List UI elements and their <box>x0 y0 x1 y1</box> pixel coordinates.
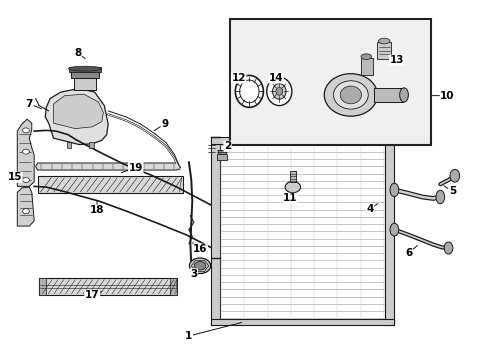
Bar <box>360 58 372 76</box>
Ellipse shape <box>333 81 367 109</box>
Text: 6: 6 <box>405 248 412 258</box>
Bar <box>217 154 226 160</box>
Bar <box>210 319 393 325</box>
Circle shape <box>22 128 29 133</box>
Circle shape <box>194 261 205 270</box>
Bar <box>71 71 99 78</box>
Bar <box>38 176 182 193</box>
Ellipse shape <box>266 77 291 105</box>
Ellipse shape <box>378 38 389 44</box>
Ellipse shape <box>399 88 407 102</box>
Ellipse shape <box>389 223 398 236</box>
Bar <box>229 19 430 145</box>
Text: 4: 4 <box>366 204 373 214</box>
Ellipse shape <box>324 74 377 116</box>
Text: 16: 16 <box>192 244 207 254</box>
Circle shape <box>22 209 29 214</box>
Ellipse shape <box>340 86 361 104</box>
Polygon shape <box>36 163 180 170</box>
Bar <box>384 138 393 325</box>
Bar <box>377 42 390 59</box>
Ellipse shape <box>272 84 285 99</box>
Text: 10: 10 <box>439 91 454 101</box>
Ellipse shape <box>360 54 371 59</box>
Ellipse shape <box>443 242 452 254</box>
Bar <box>289 171 295 182</box>
Bar <box>218 149 225 154</box>
Polygon shape <box>17 119 34 186</box>
Bar <box>373 88 402 102</box>
Text: 11: 11 <box>283 193 297 203</box>
Circle shape <box>285 181 300 193</box>
Polygon shape <box>17 187 34 226</box>
Text: 12: 12 <box>231 73 245 83</box>
Circle shape <box>22 149 29 154</box>
Text: 13: 13 <box>389 55 403 65</box>
Circle shape <box>22 177 29 183</box>
Bar <box>39 278 46 295</box>
Text: 7: 7 <box>26 99 33 109</box>
Text: 2: 2 <box>224 141 231 151</box>
Text: 15: 15 <box>8 172 22 182</box>
Text: 9: 9 <box>161 119 168 129</box>
Text: 5: 5 <box>448 186 455 196</box>
Text: 19: 19 <box>128 163 142 172</box>
Ellipse shape <box>275 87 282 95</box>
Text: 8: 8 <box>74 48 81 58</box>
Bar <box>169 278 177 295</box>
Bar <box>89 142 94 148</box>
Text: 1: 1 <box>185 331 192 341</box>
Bar <box>74 77 96 90</box>
Ellipse shape <box>435 190 444 204</box>
Bar <box>66 142 71 148</box>
Ellipse shape <box>239 80 259 103</box>
Polygon shape <box>53 94 103 129</box>
Circle shape <box>189 258 210 274</box>
Text: 3: 3 <box>190 269 197 279</box>
Text: 14: 14 <box>268 73 283 83</box>
Ellipse shape <box>235 76 263 107</box>
Ellipse shape <box>389 183 398 197</box>
Bar <box>210 138 393 144</box>
Text: 17: 17 <box>85 290 100 300</box>
Text: 18: 18 <box>90 205 104 215</box>
Bar <box>210 138 220 325</box>
Ellipse shape <box>68 66 101 71</box>
Bar <box>68 67 101 72</box>
Polygon shape <box>45 89 108 145</box>
Bar <box>39 278 177 295</box>
Ellipse shape <box>449 169 459 182</box>
